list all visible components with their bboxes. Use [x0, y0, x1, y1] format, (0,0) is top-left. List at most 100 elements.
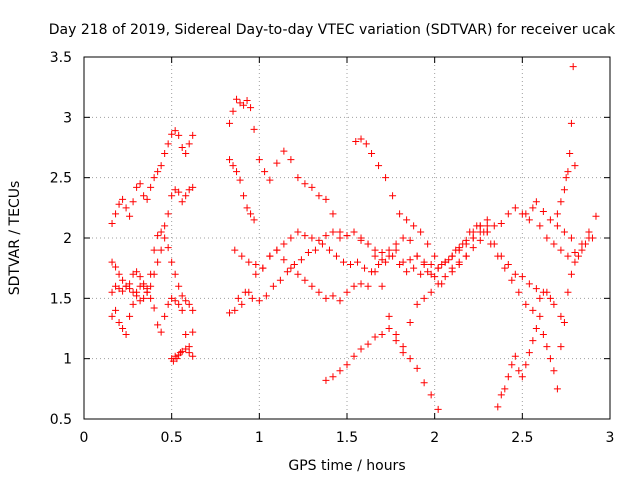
data-point	[399, 234, 407, 242]
data-point	[494, 403, 502, 411]
data-point	[574, 252, 582, 260]
data-point	[154, 321, 162, 329]
data-point	[297, 256, 305, 264]
data-point	[273, 159, 281, 167]
data-point	[357, 345, 365, 353]
data-point	[171, 270, 179, 278]
data-point	[322, 232, 330, 240]
data-point	[350, 352, 358, 360]
data-point	[185, 140, 193, 148]
data-point	[339, 258, 347, 266]
data-points	[108, 63, 600, 413]
data-point	[406, 355, 414, 363]
y-tick-label: 3.5	[50, 50, 72, 66]
data-point	[189, 306, 197, 314]
data-point	[392, 331, 400, 339]
data-point	[357, 234, 365, 242]
data-point	[560, 318, 568, 326]
data-point	[536, 312, 544, 320]
data-point	[147, 294, 155, 302]
data-point	[511, 352, 519, 360]
data-point	[343, 361, 351, 369]
data-point	[546, 355, 554, 363]
data-point	[129, 198, 137, 206]
data-point	[143, 285, 151, 293]
data-point	[178, 144, 186, 151]
series-trace-b	[108, 183, 197, 296]
data-point	[539, 288, 547, 296]
data-point	[371, 246, 379, 254]
data-point	[361, 264, 369, 272]
data-point	[176, 349, 184, 357]
data-point	[315, 192, 323, 200]
data-point	[399, 343, 407, 351]
data-point	[154, 232, 162, 240]
data-point	[420, 261, 428, 269]
data-point	[164, 300, 172, 308]
data-point	[352, 137, 360, 145]
data-point	[231, 306, 239, 314]
data-point	[417, 228, 425, 236]
data-point	[364, 240, 372, 248]
data-point	[234, 294, 242, 302]
data-point	[445, 256, 453, 264]
data-point	[529, 204, 537, 212]
data-point	[164, 210, 172, 218]
data-point	[129, 300, 137, 308]
data-point	[441, 273, 449, 281]
axis-ticks	[83, 56, 611, 420]
data-point	[532, 285, 540, 293]
data-point	[157, 246, 165, 254]
data-point	[536, 222, 544, 230]
data-point	[569, 63, 577, 71]
data-point	[126, 312, 134, 320]
data-point	[525, 216, 533, 224]
data-point	[543, 234, 551, 242]
data-point	[504, 261, 512, 269]
data-point	[250, 125, 258, 133]
data-point	[175, 188, 183, 196]
series-trace-c	[108, 234, 197, 314]
data-point	[350, 282, 358, 290]
data-point	[483, 216, 491, 224]
data-point	[294, 174, 302, 182]
data-point	[406, 236, 414, 244]
data-point	[336, 234, 344, 242]
data-point	[108, 312, 116, 320]
data-point	[255, 297, 263, 305]
data-point	[182, 297, 190, 305]
data-point	[122, 331, 130, 339]
data-point	[371, 333, 379, 341]
data-point	[182, 150, 190, 158]
data-point	[233, 95, 241, 103]
data-point	[150, 304, 158, 312]
data-point	[150, 246, 158, 254]
data-point	[389, 192, 397, 200]
data-point	[434, 280, 442, 288]
data-point	[266, 252, 274, 260]
x-tick-label: 0	[80, 430, 89, 446]
data-point	[424, 240, 432, 248]
data-point	[173, 355, 181, 363]
data-point	[175, 300, 183, 308]
data-point	[161, 234, 169, 242]
data-point	[427, 261, 435, 269]
data-point	[497, 220, 505, 228]
series-trace-i	[231, 222, 491, 305]
data-point	[233, 168, 241, 176]
series-trace-f	[226, 95, 442, 413]
data-point	[553, 222, 561, 230]
data-point	[560, 228, 568, 236]
data-point	[585, 228, 593, 236]
data-point	[238, 300, 246, 308]
data-point	[168, 258, 176, 266]
tick-labels: 0 0.5 1 1.5 2 2.5 3 0.5 1 1.5 2 2.5 3 3.5	[50, 50, 615, 446]
data-point	[420, 294, 428, 302]
data-point	[311, 246, 319, 254]
data-point	[164, 140, 172, 148]
data-point	[448, 264, 456, 272]
data-point	[226, 119, 234, 127]
series-trace-h	[226, 216, 491, 317]
data-point	[466, 228, 474, 236]
data-point	[399, 258, 407, 266]
